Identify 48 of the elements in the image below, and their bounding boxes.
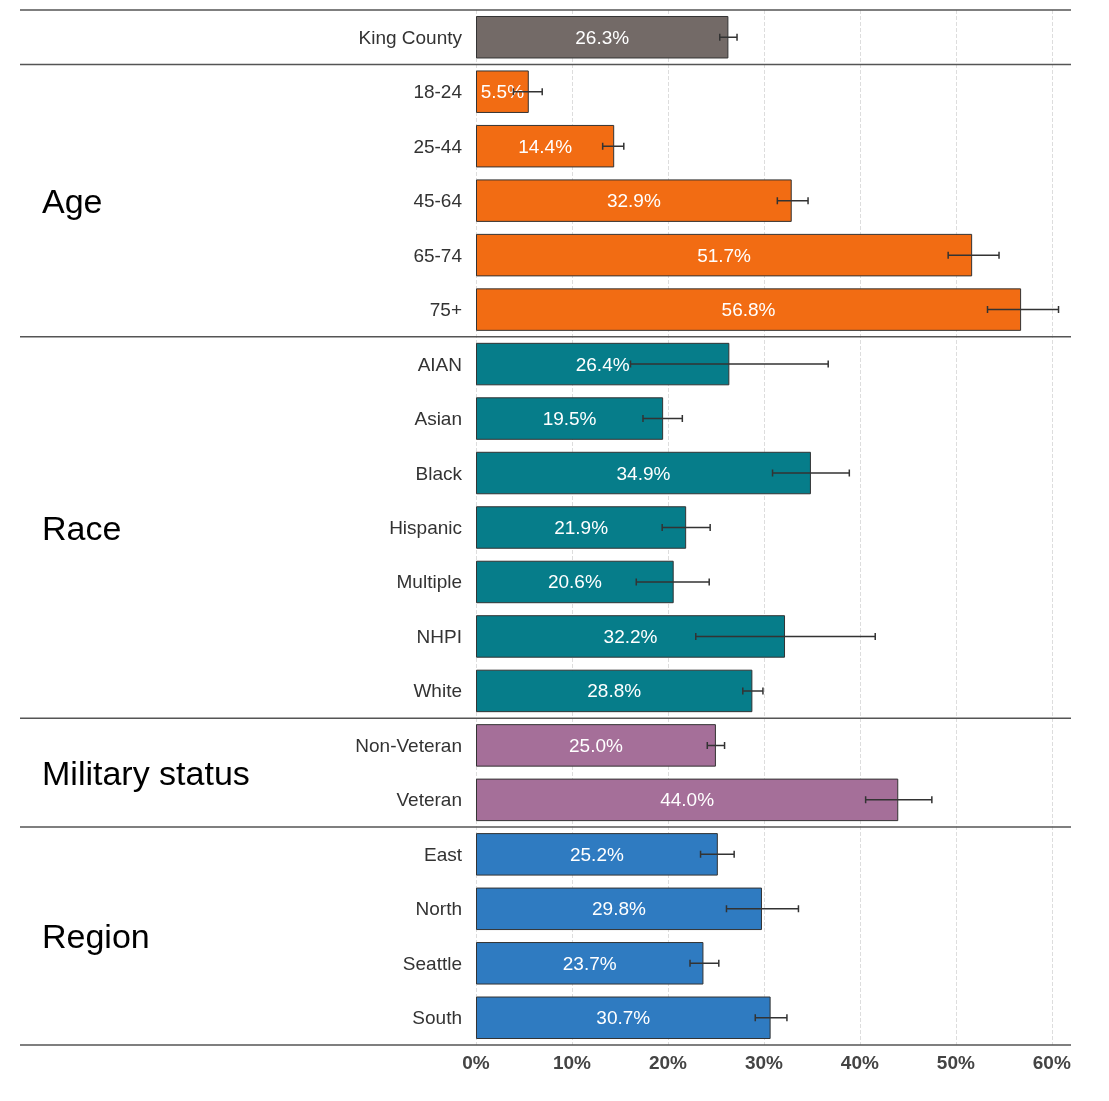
- data-label: 29.8%: [592, 898, 647, 920]
- y-tick-label: White: [413, 680, 462, 702]
- y-tick-label: 18-24: [413, 81, 463, 103]
- data-label: 14.4%: [518, 135, 573, 157]
- data-label: 28.8%: [587, 680, 642, 702]
- data-label: 51.7%: [697, 244, 752, 266]
- data-label: 34.9%: [616, 462, 671, 484]
- x-tick-label: 30%: [744, 1052, 784, 1073]
- y-tick-label: East: [423, 843, 463, 865]
- data-label: 25.0%: [569, 734, 623, 756]
- x-tick-label: 40%: [840, 1052, 879, 1073]
- data-label: 44.0%: [660, 789, 715, 811]
- y-tick-label: Veteran: [396, 789, 462, 811]
- y-tick-label: Hispanic: [389, 517, 462, 538]
- data-label: 32.9%: [606, 190, 661, 212]
- y-tick-label: AIAN: [417, 353, 462, 375]
- text: Age: [42, 181, 103, 220]
- text: Military status: [42, 753, 250, 792]
- data-label: 32.2%: [603, 625, 658, 647]
- data-label: 20.6%: [547, 571, 602, 593]
- y-tick-label: King County: [358, 26, 463, 48]
- y-tick-label: Seattle: [402, 952, 462, 974]
- x-tick-label: 50%: [936, 1052, 975, 1073]
- data-label: 19.5%: [542, 408, 597, 430]
- data-label: 26.3%: [575, 26, 630, 48]
- data-label: 56.8%: [721, 299, 776, 321]
- y-tick-label: 45-64: [413, 190, 463, 212]
- data-label: 21.9%: [554, 517, 609, 538]
- y-tick-label: NHPI: [416, 625, 462, 647]
- x-tick-label: 60%: [1032, 1052, 1071, 1073]
- y-tick-label: 65-74: [413, 244, 463, 266]
- text: Region: [42, 917, 150, 956]
- x-tick-label: 20%: [648, 1052, 688, 1073]
- y-tick-label: Multiple: [396, 571, 462, 593]
- y-tick-label: 75+: [429, 299, 462, 321]
- y-tick-label: North: [415, 898, 462, 920]
- y-tick-label: South: [412, 1007, 462, 1029]
- y-tick-label: Black: [415, 462, 463, 484]
- data-label: 30.7%: [596, 1007, 651, 1029]
- y-tick-label: 25-44: [413, 135, 463, 157]
- data-label: 26.4%: [575, 353, 630, 375]
- x-tick-label: 0%: [462, 1052, 490, 1073]
- data-label: 23.7%: [562, 952, 617, 974]
- x-tick-label: 10%: [552, 1052, 592, 1073]
- text: Race: [42, 508, 122, 547]
- y-tick-label: Asian: [414, 408, 462, 430]
- y-tick-label: Non-Veteran: [355, 734, 462, 756]
- data-label: 25.2%: [569, 843, 624, 865]
